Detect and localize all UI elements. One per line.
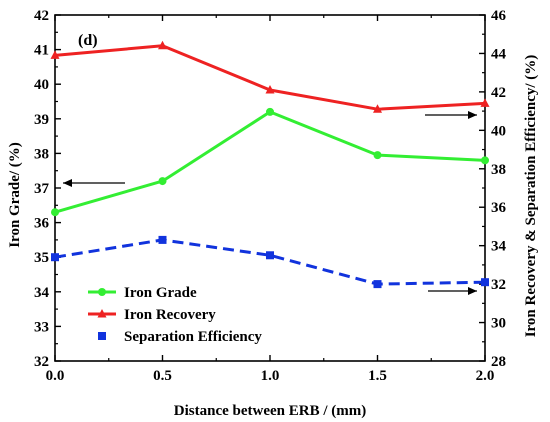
- data-point-separation-efficiency: [266, 251, 274, 260]
- legend-label-iron-recovery: Iron Recovery: [124, 307, 216, 323]
- x-tick-label: 2.0: [476, 368, 495, 384]
- data-point-separation-efficiency: [158, 235, 167, 244]
- data-point-iron-grade: [158, 177, 167, 186]
- y-left-tick-label: 36: [34, 216, 50, 232]
- y-right-tick-label: 32: [491, 277, 506, 293]
- plot-frame: [54, 14, 486, 362]
- arrow-to-right-axis-efficiency-head: [468, 287, 477, 295]
- legend-marker-iron-recovery: [97, 309, 107, 318]
- y-right-tick-label: 38: [491, 162, 506, 178]
- data-point-separation-efficiency: [481, 278, 489, 287]
- data-point-iron-grade: [481, 156, 489, 165]
- y-left-tick-label: 33: [34, 319, 49, 335]
- data-point-iron-recovery: [50, 50, 60, 59]
- y-right-tick-label: 34: [491, 239, 507, 255]
- y-right-tick-label: 44: [491, 46, 507, 62]
- data-point-iron-recovery: [373, 104, 382, 113]
- arrow-to-left-axis-head: [63, 179, 72, 187]
- y-left-axis-title: Iron Grade/ (%): [7, 142, 23, 248]
- data-point-iron-grade: [51, 208, 59, 217]
- data-point-separation-efficiency: [373, 280, 382, 289]
- y-right-tick-label: 46: [491, 8, 507, 24]
- data-point-separation-efficiency: [51, 253, 59, 262]
- data-point-iron-recovery: [480, 98, 490, 107]
- arrow-to-right-axis-recovery-head: [468, 111, 477, 119]
- x-tick-label: 1.0: [261, 368, 280, 384]
- x-tick-label: 0.0: [46, 368, 65, 384]
- y-left-tick-label: 40: [34, 77, 49, 93]
- axes: 0.0 0.5 1.0 1.5 2.0 32 33 34 35 36 37 38 39 40 41 42 28 3…: [34, 8, 507, 384]
- y-right-tick-label: 30: [491, 316, 506, 332]
- y-right-tick-label: 40: [491, 123, 506, 139]
- data-point-iron-recovery: [158, 40, 167, 50]
- legend-label-iron-grade: Iron Grade: [124, 285, 197, 301]
- series-layer: [50, 40, 490, 289]
- y-left-tick-label: 42: [34, 8, 49, 24]
- legend: Iron Grade Iron Recovery Separation Effici…: [88, 285, 262, 345]
- data-point-iron-recovery: [265, 84, 275, 94]
- panel-label: (d): [78, 32, 98, 49]
- data-point-iron-grade: [373, 151, 382, 160]
- legend-marker-iron-grade: [98, 288, 106, 296]
- series-line-separation-efficiency: [54, 238, 486, 286]
- legend-label-separation-efficiency: Separation Efficiency: [124, 329, 262, 345]
- y-right-tick-label: 36: [491, 200, 507, 216]
- series-line-iron-grade: [54, 110, 486, 214]
- y-right-axis-title: Iron Recovery & Separation Efficiency/ (…: [523, 55, 539, 338]
- y-left-tick-label: 41: [34, 43, 49, 59]
- data-point-iron-grade: [266, 107, 274, 116]
- y-left-tick-label: 35: [34, 250, 49, 266]
- y-left-tick-label: 39: [34, 112, 49, 128]
- annotations: [63, 111, 477, 295]
- x-tick-label: 0.5: [153, 368, 172, 384]
- y-left-tick-label: 32: [34, 354, 49, 370]
- x-axis-title: Distance between ERB / (mm): [174, 403, 366, 419]
- y-left-tick-label: 37: [34, 181, 50, 197]
- y-left-tick-label: 38: [34, 146, 49, 162]
- y-left-tick-label: 34: [34, 285, 50, 301]
- y-right-tick-label: 28: [491, 354, 506, 370]
- series-line-iron-recovery: [54, 44, 486, 111]
- legend-marker-separation-efficiency: [98, 332, 106, 340]
- y-right-tick-label: 42: [491, 85, 506, 101]
- x-tick-label: 1.5: [368, 368, 387, 384]
